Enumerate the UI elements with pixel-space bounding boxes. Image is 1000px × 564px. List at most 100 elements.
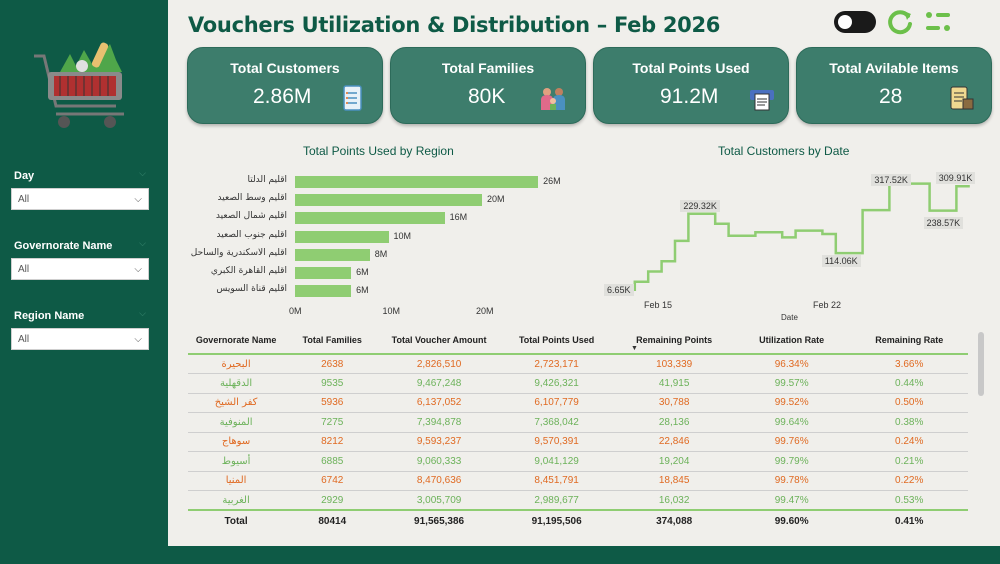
table-cell: 9,593,237 bbox=[380, 432, 498, 452]
data-point-label: 317.52K bbox=[871, 173, 911, 186]
column-header[interactable]: Remaining Points bbox=[615, 326, 733, 355]
sidebar: Day ⌵ All ⌵ Governorate Name ⌵ All ⌵ Reg… bbox=[0, 0, 168, 564]
column-header[interactable]: Governorate Name bbox=[188, 326, 285, 355]
total-cell: 91,195,506 bbox=[497, 509, 616, 532]
table-cell: 2,989,677 bbox=[497, 490, 616, 511]
chevron-down-icon: ⌵ bbox=[139, 168, 146, 178]
table-cell: المنوفية bbox=[188, 412, 285, 433]
table-scrollbar[interactable] bbox=[978, 332, 984, 396]
region-select-value: All bbox=[18, 333, 30, 345]
bar[interactable] bbox=[295, 194, 482, 207]
column-header[interactable]: Remaining Rate bbox=[850, 326, 968, 355]
table-cell: 99.79% bbox=[732, 451, 851, 472]
total-cell: 99.60% bbox=[732, 509, 851, 532]
table-cell: 0.21% bbox=[850, 451, 968, 472]
table-cell: 6742 bbox=[284, 471, 381, 491]
bar[interactable] bbox=[295, 176, 539, 188]
bar-chart-title: Total Points Used by Region bbox=[303, 144, 454, 158]
kpi-value: 80K bbox=[468, 85, 506, 108]
x-axis-title: Date bbox=[781, 313, 798, 322]
data-point-label: 309.91K bbox=[935, 172, 976, 185]
table-row[interactable]: الغربية 2929 3,005,709 2,989,677 16,032 99.47… bbox=[188, 490, 968, 511]
bar-value-label: 6M bbox=[356, 285, 369, 296]
refresh-icon[interactable] bbox=[886, 8, 914, 36]
table-cell: 6,107,779 bbox=[497, 393, 616, 413]
bar-category-label: اقليم شمال الصعيد bbox=[215, 211, 287, 222]
chevron-down-icon: ⌵ bbox=[134, 333, 142, 345]
x-tick-label: 0M bbox=[289, 306, 302, 316]
x-tick-label: Feb 15 bbox=[644, 300, 673, 310]
table-cell: 41,915 bbox=[615, 373, 733, 394]
table-cell: 8212 bbox=[284, 432, 381, 452]
table-cell: 16,032 bbox=[615, 490, 733, 511]
theme-toggle[interactable] bbox=[834, 11, 876, 33]
bar-value-label: 26M bbox=[543, 176, 561, 186]
chevron-down-icon: ⌵ bbox=[134, 193, 142, 205]
table-cell: 3,005,709 bbox=[380, 490, 498, 511]
table-row[interactable]: كفر الشيخ 5936 6,137,052 6,107,779 30,788 99.… bbox=[188, 393, 968, 413]
table-row[interactable]: سوهاج 8212 9,593,237 9,570,391 22,846 99.76% 0… bbox=[188, 432, 968, 452]
table-cell: 7275 bbox=[284, 412, 381, 433]
table-row[interactable]: البحيرة 2638 2,826,510 2,723,171 103,339 96.3… bbox=[188, 354, 968, 374]
table-cell: 5936 bbox=[284, 393, 381, 413]
chevron-down-icon: ⌵ bbox=[139, 238, 146, 248]
table-row[interactable]: المنيا 6742 8,470,636 8,451,791 18,845 99.78%… bbox=[188, 471, 968, 491]
table-cell: 99.78% bbox=[732, 471, 851, 491]
table-cell: 2,826,510 bbox=[380, 354, 498, 374]
table-row[interactable]: أسيوط 6885 9,060,333 9,041,129 19,204 99.79% 0… bbox=[188, 451, 968, 472]
column-header[interactable]: Total Points Used bbox=[497, 326, 616, 355]
table-cell: 19,204 bbox=[615, 451, 733, 472]
table-cell: الدقهلية bbox=[188, 373, 285, 394]
table-cell: 99.47% bbox=[732, 490, 851, 511]
bar-value-label: 10M bbox=[393, 230, 412, 241]
governorate-select[interactable]: All ⌵ bbox=[11, 258, 149, 280]
table-cell: 28,136 bbox=[615, 412, 733, 433]
kpi-label: Total Customers bbox=[230, 60, 340, 76]
table-row[interactable]: المنوفية 7275 7,394,878 7,368,042 28,136 99.6… bbox=[188, 412, 968, 433]
table-cell: 99.52% bbox=[732, 393, 851, 413]
bar[interactable] bbox=[295, 267, 352, 279]
governorate-table: Governorate Name Total Families Total Vouc… bbox=[188, 326, 978, 542]
bottom-strip bbox=[0, 546, 1000, 564]
table-cell: 9,041,129 bbox=[497, 451, 616, 472]
governorate-select-value: All bbox=[18, 263, 30, 275]
bar[interactable] bbox=[295, 212, 445, 225]
sort-desc-icon[interactable]: ▼ bbox=[631, 345, 638, 352]
shopping-cart-logo bbox=[34, 42, 124, 128]
x-tick-label: Feb 22 bbox=[813, 300, 842, 310]
kpi-card-total-points-used: Total Points Used 91.2M bbox=[593, 47, 789, 124]
table-row[interactable]: الدقهلية 9535 9,467,248 9,426,321 41,915 99.5… bbox=[188, 373, 968, 394]
column-header[interactable]: Total Voucher Amount bbox=[380, 326, 498, 355]
region-select[interactable]: All ⌵ bbox=[11, 328, 149, 350]
table-cell: المنيا bbox=[188, 471, 285, 491]
table-cell: 6885 bbox=[284, 451, 381, 472]
kpi-card-total-available-items: Total Avilable Items 28 bbox=[796, 47, 992, 124]
checklist-icon bbox=[343, 85, 362, 111]
data-point-label: 238.57K bbox=[923, 216, 964, 229]
bar[interactable] bbox=[295, 248, 370, 261]
table-cell: 9,570,391 bbox=[497, 432, 616, 452]
table-cell: 9535 bbox=[284, 373, 381, 394]
table-cell: 22,846 bbox=[615, 432, 733, 452]
filter-panel-icon[interactable] bbox=[924, 10, 952, 34]
kpi-value: 91.2M bbox=[660, 85, 719, 108]
kpi-label: Total Families bbox=[441, 60, 535, 76]
filter-label-day: Day bbox=[14, 170, 35, 182]
total-cell: Total bbox=[188, 509, 285, 532]
day-select[interactable]: All ⌵ bbox=[11, 188, 149, 210]
column-header[interactable]: Utilization Rate bbox=[732, 326, 851, 355]
bar-value-label: 16M bbox=[449, 212, 468, 223]
total-cell: 374,088 bbox=[615, 509, 733, 532]
table-cell: 9,426,321 bbox=[497, 373, 616, 394]
series-line[interactable] bbox=[608, 182, 970, 291]
table-cell: البحيرة bbox=[188, 354, 285, 374]
bar-category-label: اقليم وسط الصعيد bbox=[217, 193, 287, 204]
table-cell: 2929 bbox=[284, 490, 381, 511]
bar-value-label: 8M bbox=[374, 248, 388, 259]
table-cell: 7,368,042 bbox=[497, 412, 616, 433]
column-header[interactable]: Total Families bbox=[284, 326, 381, 355]
bar[interactable] bbox=[295, 285, 352, 298]
bar[interactable] bbox=[295, 230, 389, 243]
chevron-down-icon: ⌵ bbox=[139, 308, 146, 318]
table-cell: 9,467,248 bbox=[380, 373, 498, 394]
